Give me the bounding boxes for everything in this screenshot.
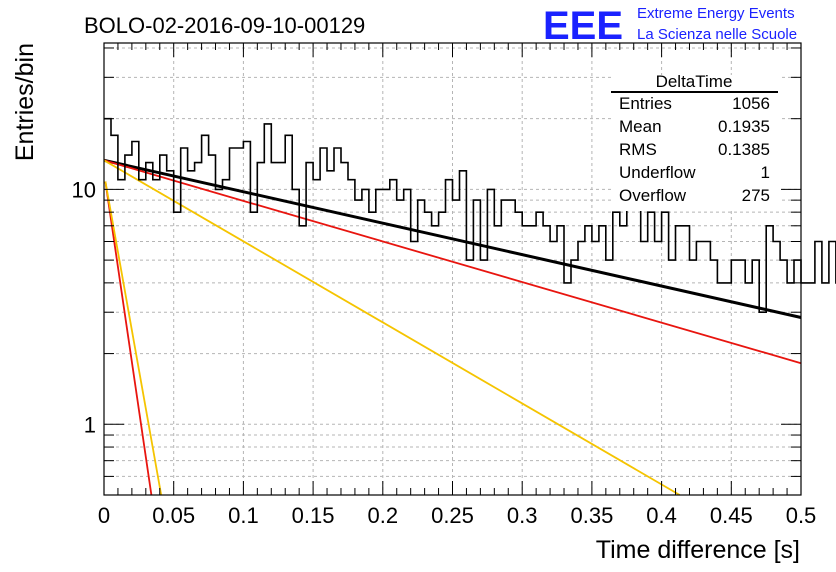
logo-line1: Extreme Energy Events <box>637 5 795 22</box>
x-tick-label: 0.25 <box>431 503 474 528</box>
stats-label: Underflow <box>619 163 696 182</box>
run-title: BOLO-02-2016-09-10-00129 <box>84 13 365 38</box>
stats-value: 0.1935 <box>718 117 770 136</box>
x-tick-label: 0.5 <box>786 503 817 528</box>
x-tick-label: 0.45 <box>710 503 753 528</box>
x-tick-label: 0 <box>98 503 110 528</box>
fit-curves <box>103 158 802 496</box>
fit-curve-2 <box>103 159 802 365</box>
stats-label: Overflow <box>619 186 687 205</box>
x-tick-label: 0.15 <box>292 503 335 528</box>
fit-curve-5 <box>104 181 163 496</box>
histogram <box>104 117 836 313</box>
axis-ticks <box>103 43 802 495</box>
x-tick-labels: 0 0.05 0.1 0.15 0.2 0.25 0.3 0.35 0.4 0.45 0.5 <box>98 503 816 528</box>
x-axis-title: Time difference [s] <box>596 536 800 564</box>
stats-box-title: DeltaTime <box>656 72 733 91</box>
y-axis-title: Entries/bin <box>11 43 39 161</box>
stats-label: RMS <box>619 140 657 159</box>
eee-logo: EEE Extreme Energy Events La Scienza nel… <box>543 4 797 48</box>
stats-value: 0.1385 <box>718 140 770 159</box>
fit-curve-4 <box>104 181 153 496</box>
stats-box: DeltaTime Entries 1056 Mean 0.1935 RMS 0.1385… <box>611 72 779 211</box>
x-tick-label: 0.2 <box>368 503 399 528</box>
histogram-steps <box>104 117 836 313</box>
stats-rows: Entries 1056 Mean 0.1935 RMS 0.1385 Underflow 1… <box>619 94 770 205</box>
fit-curve-3 <box>103 159 681 496</box>
y-tick-label: 1 <box>84 412 96 437</box>
fit-curve-1 <box>103 158 802 319</box>
x-tick-label: 0.1 <box>228 503 259 528</box>
stats-value: 1056 <box>732 94 770 113</box>
stats-value: 1 <box>761 163 770 182</box>
stats-label: Mean <box>619 117 662 136</box>
x-tick-label: 0.05 <box>152 503 195 528</box>
x-tick-label: 0.3 <box>507 503 538 528</box>
logo-line2: La Scienza nelle Scuole <box>637 26 797 43</box>
y-tick-label: 10 <box>72 177 96 202</box>
stats-label: Entries <box>619 94 672 113</box>
logo-letters: EEE <box>543 4 623 48</box>
x-tick-label: 0.4 <box>646 503 677 528</box>
stats-value: 275 <box>742 186 770 205</box>
x-tick-label: 0.35 <box>570 503 613 528</box>
stats-box-background <box>611 75 779 211</box>
y-tick-labels: 1 10 <box>72 177 96 437</box>
